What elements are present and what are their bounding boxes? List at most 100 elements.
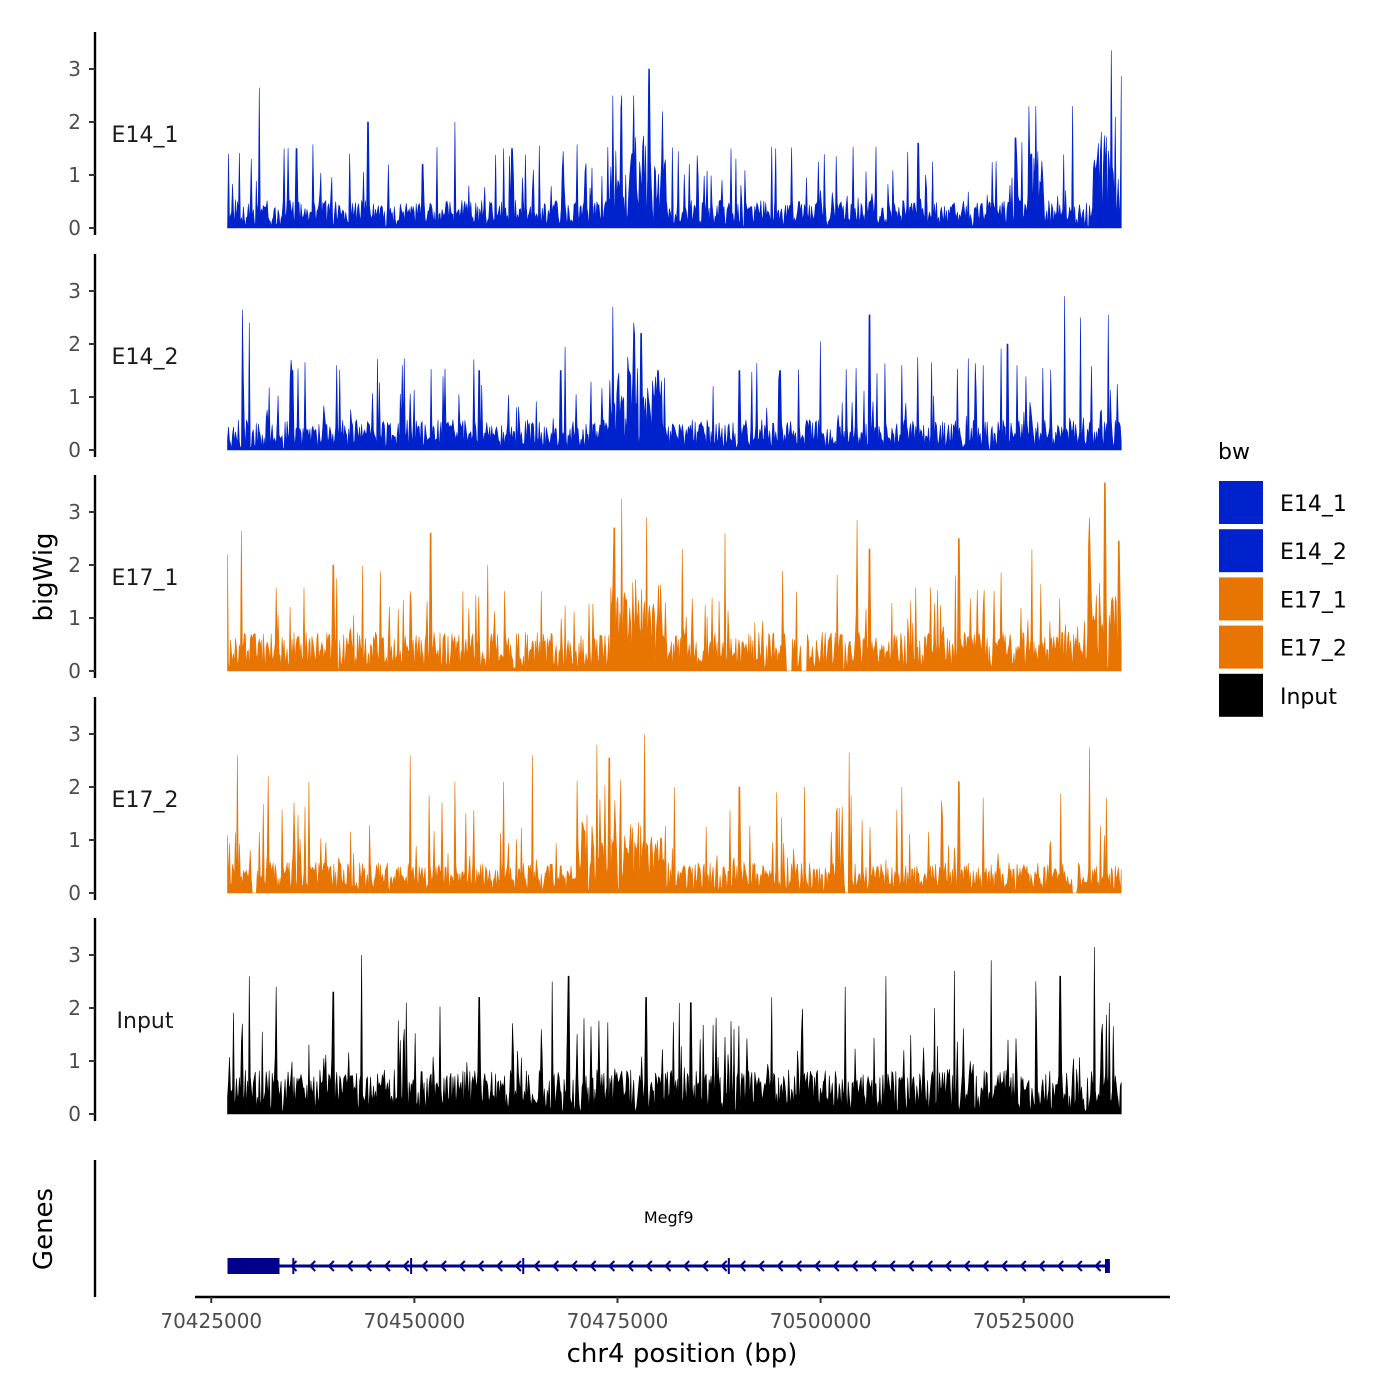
track-label: E14_2 (112, 345, 179, 370)
legend-label-E17_2: E17_2 (1280, 637, 1347, 662)
strand-arrow (851, 1260, 859, 1272)
signal-area (227, 733, 1122, 894)
strand-arrow (925, 1260, 934, 1272)
legend-key-E14_1 (1219, 481, 1263, 524)
track-label: E17_1 (112, 566, 179, 591)
x-tick-label: 70425000 (160, 1309, 262, 1333)
y-tick-label: 3 (68, 943, 81, 967)
strand-arrow (458, 1260, 466, 1272)
strand-arrow (383, 1260, 391, 1272)
gene-track: Genes Megf9 (29, 1160, 1110, 1297)
y-tick-label: 2 (68, 110, 81, 134)
y-tick-label: 3 (68, 279, 81, 303)
legend-label-Input: Input (1280, 685, 1337, 710)
legend-key-E17_1 (1219, 577, 1263, 621)
track-label: E17_2 (112, 788, 179, 813)
strand-arrow (776, 1260, 784, 1272)
strand-arrow (981, 1260, 990, 1272)
legend: bw E14_1 E14_2 E17_1 E17_2 Input (1218, 440, 1347, 717)
y-tick-label: 0 (68, 1102, 81, 1126)
track-E14_2: 0 1 2 3 E14_2 (68, 254, 1122, 462)
y-axis-title: bigWig (29, 532, 59, 621)
strand-arrow (813, 1260, 821, 1272)
strand-arrow (720, 1260, 728, 1272)
legend-title: bw (1218, 440, 1250, 465)
strand-arrow (346, 1260, 354, 1272)
strand-arrow (290, 1260, 298, 1272)
y-tick-label: 3 (68, 500, 81, 524)
y-tick-label: 3 (68, 57, 81, 81)
strand-arrow (533, 1260, 541, 1272)
y-tick-label: 2 (68, 553, 81, 577)
strand-arrow (551, 1260, 560, 1272)
track-Input: 0 1 2 3 Input (68, 918, 1122, 1126)
strand-arrow (1094, 1260, 1102, 1272)
signal-area (227, 50, 1122, 229)
strand-arrow (738, 1260, 747, 1272)
strand-arrow (682, 1260, 690, 1272)
y-tick-label: 2 (68, 775, 81, 799)
strand-arrow (869, 1260, 877, 1272)
strand-arrow (1019, 1260, 1027, 1272)
strand-arrow (1075, 1260, 1083, 1272)
track-E14_1: 0 1 2 3 E14_1 (68, 32, 1122, 240)
legend-label-E14_1: E14_1 (1280, 492, 1347, 517)
signal-tracks: 0 1 2 3 E14_1 0 1 2 3 E14_2 0 1 2 3 E17_1 0 1 2 3 E17_2 0 1 2 3… (68, 32, 1122, 1126)
strand-arrow (888, 1260, 896, 1272)
strand-arrow (589, 1260, 597, 1272)
x-axis: 70425000 70450000 70475000 70500000 70525000 (160, 1295, 1170, 1333)
gene-exon-block (1105, 1259, 1110, 1273)
y-tick-label: 1 (68, 828, 81, 852)
x-axis-title: chr4 position (bp) (567, 1339, 798, 1369)
strand-arrow (308, 1260, 316, 1272)
strand-arrow (757, 1260, 765, 1272)
y-tick-label: 0 (68, 659, 81, 683)
strand-arrow (701, 1260, 709, 1272)
x-tick-label: 70525000 (973, 1309, 1075, 1333)
x-tick-label: 70500000 (770, 1309, 872, 1333)
strand-arrow (477, 1260, 485, 1272)
strand-arrow (495, 1260, 503, 1272)
strand-arrow (963, 1260, 971, 1272)
strand-arrow (944, 1260, 952, 1272)
strand-arrow (832, 1260, 840, 1272)
gene-name: Megf9 (644, 1208, 694, 1227)
track-E17_2: 0 1 2 3 E17_2 (68, 697, 1122, 905)
y-tick-label: 1 (68, 163, 81, 187)
y-tick-label: 2 (68, 996, 81, 1020)
strand-arrow (645, 1260, 653, 1272)
strand-arrow (664, 1260, 672, 1272)
legend-key-Input (1219, 673, 1263, 717)
legend-label-E14_2: E14_2 (1280, 540, 1347, 565)
y-tick-label: 0 (68, 216, 81, 240)
signal-area (227, 946, 1122, 1115)
strand-arrow (420, 1260, 429, 1272)
y-tick-label: 2 (68, 332, 81, 356)
gene-exon-block (227, 1258, 280, 1274)
strand-arrow (794, 1260, 803, 1272)
gene-track-label: Genes (29, 1188, 59, 1270)
y-tick-label: 1 (68, 385, 81, 409)
y-tick-label: 0 (68, 881, 81, 905)
signal-area (227, 482, 1122, 672)
y-tick-label: 0 (68, 438, 81, 462)
strand-arrow (364, 1260, 373, 1272)
strand-arrow (607, 1260, 616, 1272)
y-tick-label: 1 (68, 1049, 81, 1073)
strand-arrow (327, 1260, 335, 1272)
y-tick-label: 3 (68, 722, 81, 746)
x-tick-label: 70450000 (363, 1309, 465, 1333)
strand-arrow (439, 1260, 447, 1272)
strand-arrow (1038, 1260, 1046, 1272)
strand-arrow (626, 1260, 634, 1272)
strand-arrow (907, 1260, 915, 1272)
strand-arrow (570, 1260, 578, 1272)
strand-arrow (514, 1260, 522, 1272)
y-tick-label: 1 (68, 606, 81, 630)
track-label: Input (117, 1009, 174, 1034)
signal-area (227, 296, 1122, 451)
strand-arrow (1056, 1260, 1064, 1272)
legend-label-E17_1: E17_1 (1280, 588, 1347, 613)
legend-key-E14_2 (1219, 529, 1263, 573)
